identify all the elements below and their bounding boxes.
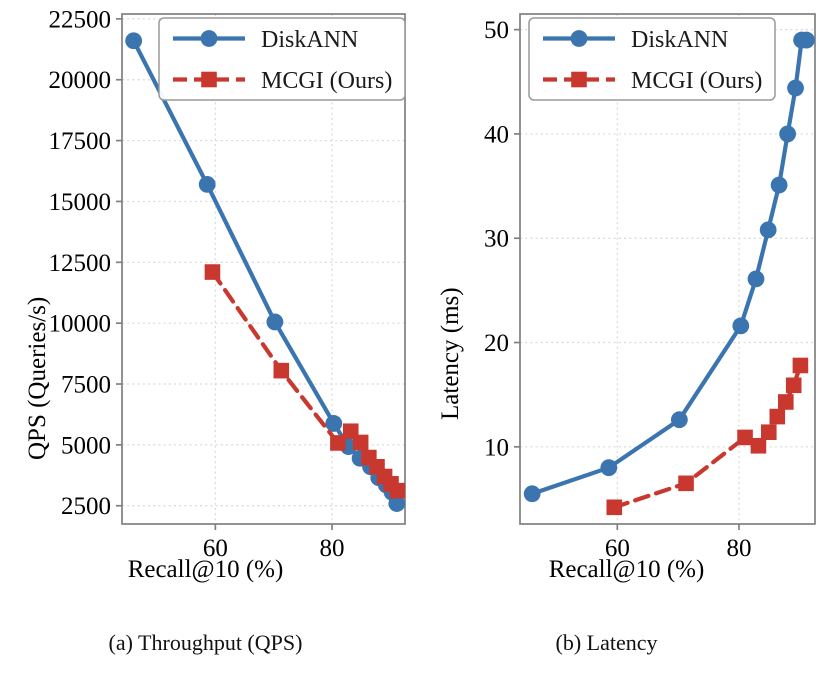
legend-marker-square <box>571 71 587 88</box>
y-tick-label: 15000 <box>49 189 112 216</box>
y-tick-label: 17500 <box>49 128 112 155</box>
data-point-marker <box>779 125 797 143</box>
panel-throughput: 2500 5000 7500 10000 12500 15000 17500 20000 225… <box>24 6 406 655</box>
y-tick-label: 12500 <box>49 250 112 277</box>
y-tick-label: 50 <box>484 17 509 44</box>
y-axis-label-throughput: QPS (Queries/s) <box>24 296 51 460</box>
data-point-marker <box>204 264 221 280</box>
data-point-marker <box>325 415 343 432</box>
data-point-marker <box>198 176 216 193</box>
data-point-marker <box>760 424 777 441</box>
x-tick-label: 80 <box>320 535 345 562</box>
y-tick-label: 20 <box>484 330 509 357</box>
y-tick-label: 22500 <box>49 6 112 33</box>
throughput-chart-plot: 2500 5000 7500 10000 12500 15000 17500 20000 225… <box>49 6 406 562</box>
data-point-marker <box>273 362 290 379</box>
legend-entry-label: DiskANN <box>261 27 358 53</box>
legend-entry-label: MCGI (Ours) <box>261 68 392 94</box>
data-point-marker <box>769 408 786 425</box>
data-point-marker <box>606 499 623 516</box>
data-point-marker <box>798 31 815 49</box>
y-tick-label: 5000 <box>61 432 111 459</box>
data-point-marker <box>330 435 346 451</box>
x-axis-label-latency: Recall@10 (%) <box>548 556 705 583</box>
data-point-marker <box>747 270 765 288</box>
data-point-marker <box>352 434 369 451</box>
y-axis-label-latency: Latency (ms) <box>437 287 464 420</box>
data-point-marker <box>678 475 694 492</box>
y-tick-label: 20000 <box>49 67 112 94</box>
data-point-marker <box>737 429 753 446</box>
data-point-marker <box>750 437 767 454</box>
y-tick-label: 7500 <box>61 372 111 399</box>
data-point-marker <box>523 485 541 503</box>
subcaption-b: (b) Latency <box>555 630 658 655</box>
x-tick-label: 60 <box>203 535 228 562</box>
data-point-marker <box>125 32 143 50</box>
data-point-marker <box>388 495 405 512</box>
data-layer <box>523 31 815 516</box>
data-point-marker <box>732 317 750 335</box>
chart-legend: DiskANN MCGI (Ours) <box>158 17 406 101</box>
x-tick-label: 60 <box>605 535 630 562</box>
data-point-marker <box>792 357 809 374</box>
plot-frame <box>519 13 816 525</box>
plot-frame <box>121 13 406 525</box>
y-tick-label: 2500 <box>61 493 111 520</box>
data-point-marker <box>759 221 777 239</box>
x-axis-label-throughput: Recall@10 (%) <box>127 556 284 583</box>
legend-entry-label: MCGI (Ours) <box>631 68 762 94</box>
legend-marker-square <box>201 71 217 88</box>
legend-entry-label: DiskANN <box>631 27 728 53</box>
latency-chart-plot: 10 20 30 40 50 60 80 DiskANN MCGI (Ours) <box>484 13 816 562</box>
data-point-marker <box>600 459 618 477</box>
data-point-marker <box>785 377 802 394</box>
data-layer <box>125 32 405 512</box>
y-tick-label: 10 <box>484 434 509 461</box>
x-tick-label: 80 <box>726 535 751 562</box>
y-tick-label: 30 <box>484 226 509 253</box>
legend-marker-circle <box>200 30 218 47</box>
chart-legend: DiskANN MCGI (Ours) <box>528 17 776 101</box>
y-tick-label: 10000 <box>49 311 112 338</box>
data-point-marker <box>670 411 688 429</box>
subcaption-a: (a) Throughput (QPS) <box>108 630 303 655</box>
data-point-marker <box>778 394 794 410</box>
y-tick-label: 40 <box>484 121 509 148</box>
legend-marker-circle <box>570 30 588 47</box>
panel-latency: 10 20 30 40 50 60 80 DiskANN MCGI (Ours) Recall@… <box>411 0 822 682</box>
data-point-marker <box>266 313 284 331</box>
data-point-marker <box>770 176 788 194</box>
data-point-marker <box>787 79 804 97</box>
data-point-marker <box>389 482 405 499</box>
